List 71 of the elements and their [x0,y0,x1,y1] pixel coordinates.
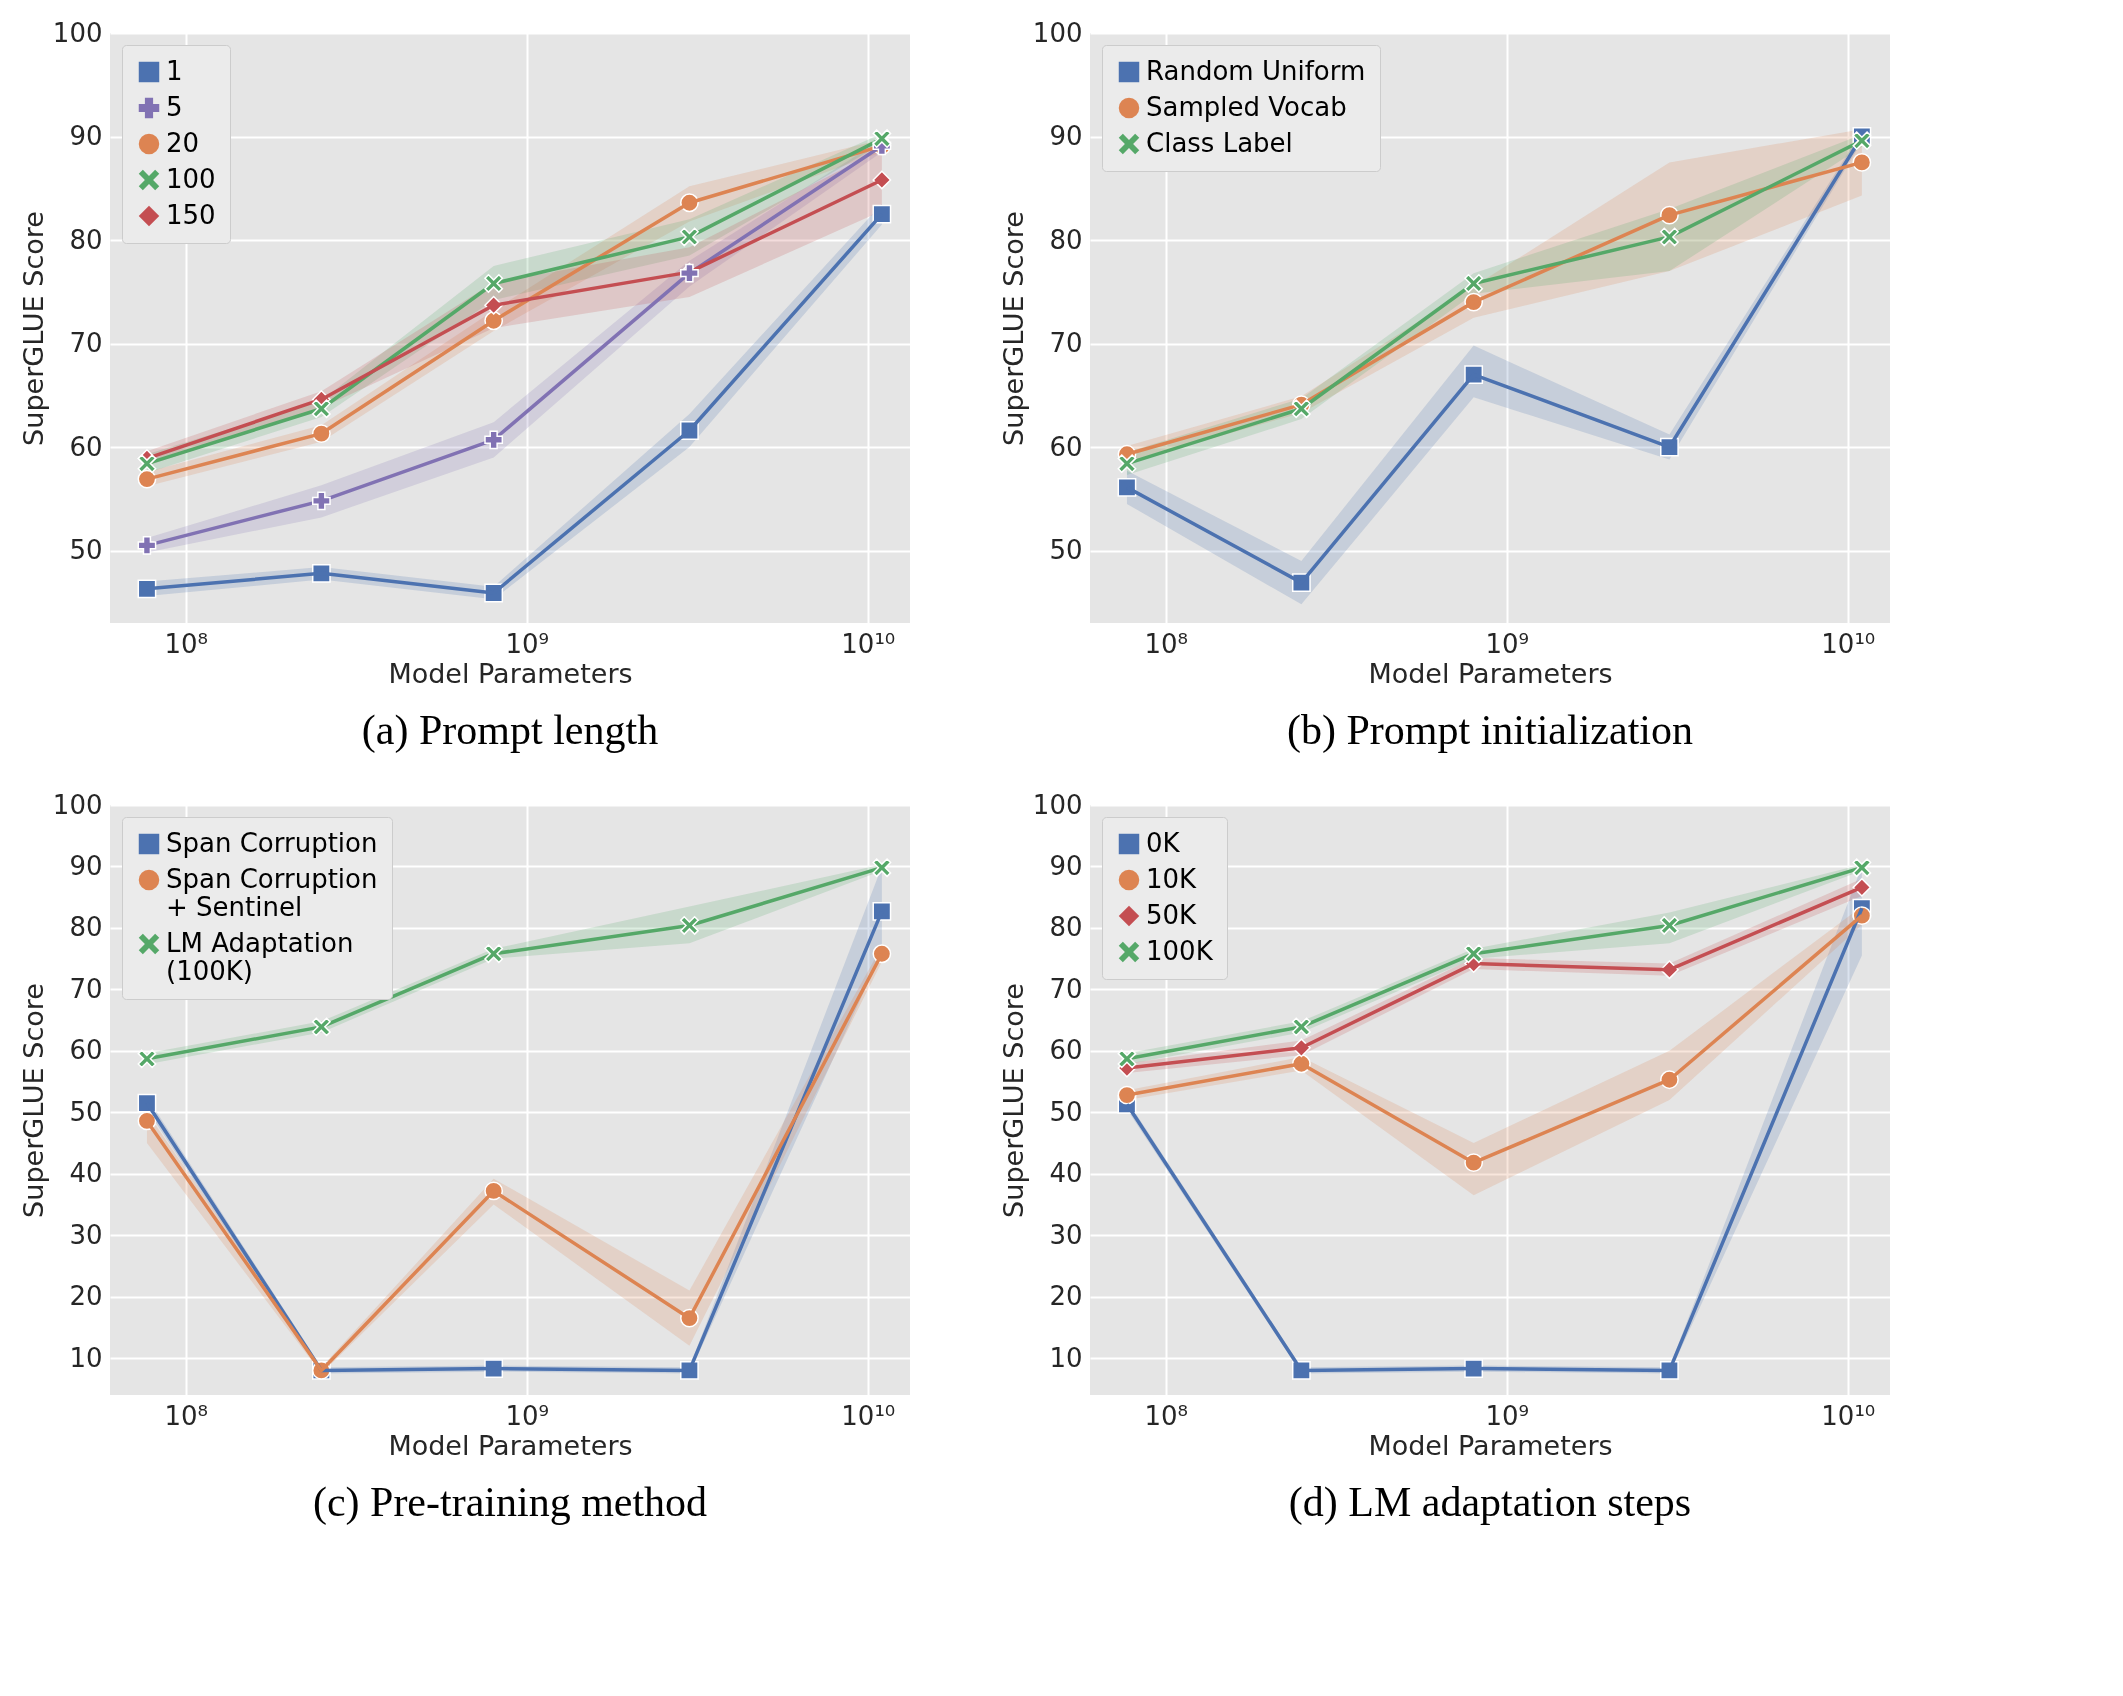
legend-label: 150 [166,200,216,230]
legend-label: 0K [1146,828,1181,858]
x-axis-title: Model Parameters [388,657,633,689]
text: (b) Prompt initialization [1287,707,1693,754]
y-tick-label: 60 [69,431,103,462]
y-tick-label: 60 [1049,1035,1083,1066]
y-tick-label: 100 [52,789,103,820]
y-tick-label: 80 [69,912,103,943]
y-tick-label: 50 [1049,1096,1083,1127]
y-tick-label: 50 [69,1096,103,1127]
legend-label: 100 [166,164,216,194]
y-tick-label: 80 [1049,224,1083,255]
y-tick-label: 70 [69,328,103,359]
y-tick-label: 60 [69,1035,103,1066]
y-tick-label: 60 [1049,431,1083,462]
text: (c) Pre-training method [312,1479,708,1526]
x-tick-label: 10⁹ [505,1400,549,1431]
x-tick-label: 10⁹ [1485,1400,1529,1431]
y-tick-label: 30 [69,1219,103,1250]
x-tick-label: 10⁸ [164,628,208,659]
y-tick-label: 90 [1049,121,1083,152]
x-tick-label: 10¹⁰ [841,1400,896,1431]
y-tick-label: 20 [1049,1281,1083,1312]
legend-label: 5 [166,92,183,122]
y-tick-label: 50 [69,535,103,566]
y-tick-label: 80 [69,224,103,255]
x-tick-label: 10⁹ [1485,628,1529,659]
x-tick-label: 10¹⁰ [1821,1400,1876,1431]
legend-label: 1 [166,56,183,86]
legend-label: Sampled Vocab [1146,92,1347,122]
y-tick-label: 50 [1049,535,1083,566]
legend-label: 20 [166,128,200,158]
y-tick-label: 100 [1032,789,1083,820]
y-axis-title: SuperGLUE Score [997,983,1029,1218]
x-tick-label: 10¹⁰ [841,628,896,659]
y-axis-title: SuperGLUE Score [17,211,49,446]
legend-label: Span Corruption [166,828,378,858]
y-tick-label: 90 [69,850,103,881]
y-tick-label: 70 [1049,328,1083,359]
y-tick-label: 90 [1049,850,1083,881]
x-tick-label: 10⁸ [1144,1400,1188,1431]
x-tick-label: 10⁸ [164,1400,208,1431]
legend-label: 50K [1146,900,1198,930]
x-axis-title: Model Parameters [1368,657,1613,689]
y-tick-label: 40 [1049,1158,1083,1189]
x-tick-label: 10⁸ [1144,628,1188,659]
y-tick-label: 80 [1049,912,1083,943]
y-tick-label: 100 [52,17,103,48]
y-tick-label: 70 [69,973,103,1004]
y-tick-label: 90 [69,121,103,152]
y-tick-label: 40 [69,1158,103,1189]
legend-label: Class Label [1146,128,1293,158]
y-tick-label: 20 [69,1281,103,1312]
x-axis-title: Model Parameters [1368,1429,1613,1461]
y-tick-label: 10 [1049,1342,1083,1373]
y-tick-label: 10 [69,1342,103,1373]
legend-label: Span Corruption + Sentinel [166,864,378,922]
text: (d) LM adaptation steps [1288,1479,1692,1526]
legend-label: 10K [1146,864,1198,894]
y-axis-title: SuperGLUE Score [17,983,49,1218]
y-axis-title: SuperGLUE Score [997,211,1029,446]
y-tick-label: 30 [1049,1219,1083,1250]
x-tick-label: 10⁹ [505,628,549,659]
text: (a) Prompt length [361,707,659,754]
legend-label: Random Uniform [1146,56,1366,86]
x-tick-label: 10¹⁰ [1821,628,1876,659]
x-axis-title: Model Parameters [388,1429,633,1461]
legend-label: 100K [1146,936,1214,966]
y-tick-label: 100 [1032,17,1083,48]
legend-label: LM Adaptation (100K) [166,928,354,986]
y-tick-label: 70 [1049,973,1083,1004]
